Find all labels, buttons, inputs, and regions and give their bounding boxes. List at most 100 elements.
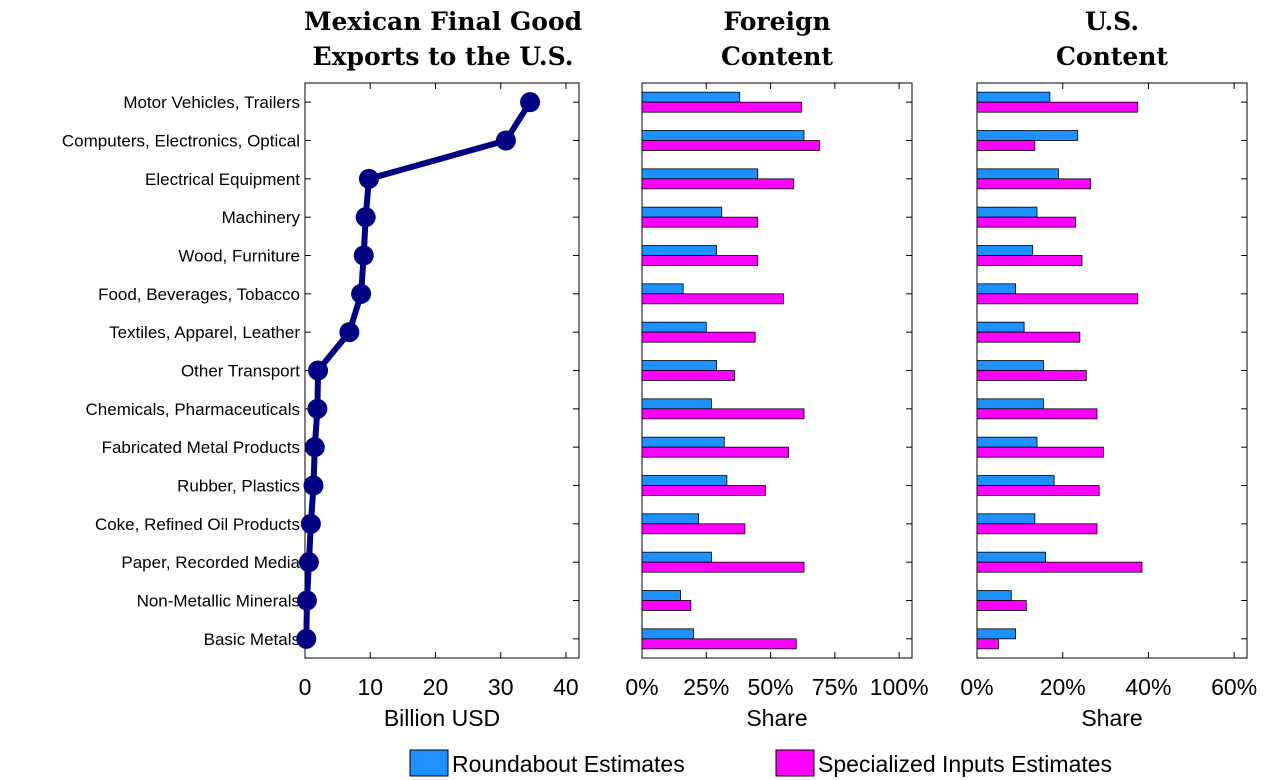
roundabout-bar [641,513,699,525]
specialized-bar [641,485,766,496]
x-tick-label: 30 [488,674,514,700]
roundabout-bar [641,91,741,103]
category-label: Fabricated Metal Products [102,438,300,457]
x-tick-label: 0% [625,674,658,700]
category-label: Electrical Equipment [145,170,300,189]
specialized-bar [641,178,795,190]
chart-title-line: Content [1056,42,1168,71]
specialized-bar [641,408,805,420]
specialized-bar [641,446,789,458]
roundabout-bar [641,628,694,640]
x-tick-label: 40% [1125,674,1171,700]
plot-frame-0 [304,82,580,659]
roundabout-bar [641,321,707,333]
x-tick-label: 0% [960,674,993,700]
specialized-bar [976,561,1143,573]
exports-point [495,130,516,151]
roundabout-bar [641,398,712,410]
exports-point [308,360,329,381]
roundabout-bar [976,283,1016,295]
exports-point [296,590,317,611]
specialized-bar [641,293,784,305]
category-label: Basic Metals [204,630,300,649]
specialized-bar [976,293,1139,305]
roundabout-bar [641,168,759,180]
specialized-bar [976,216,1076,228]
specialized-bar [641,216,759,228]
specialized-bar [641,101,802,113]
exports-point [355,207,376,228]
x-tick-label: 0 [299,674,312,700]
specialized-bar [641,561,805,573]
x-axis-label: Share [1081,705,1142,731]
x-tick-label: 60% [1211,674,1257,700]
category-label: Coke, Refined Oil Products [95,515,300,534]
roundabout-bar [976,168,1059,180]
specialized-bar [641,140,820,151]
exports-point [300,513,321,534]
exports-line [303,100,533,639]
category-label: Chemicals, Pharmaceuticals [86,400,300,419]
category-label: Machinery [222,208,301,227]
legend-label-specialized: Specialized Inputs Estimates [818,751,1112,777]
roundabout-bar [976,513,1036,525]
chart-title-line: U.S. [1085,7,1139,36]
specialized-bar [976,408,1098,420]
specialized-bar [641,600,692,611]
category-label: Wood, Furniture [178,247,300,266]
roundabout-bar [641,436,725,448]
roundabout-bar [976,206,1038,218]
x-tick-label: 50% [748,674,794,700]
roundabout-bar [976,590,1012,601]
chart-title-line: Exports to the U.S. [313,42,574,71]
roundabout-bar [641,283,684,295]
roundabout-bar [976,475,1055,486]
specialized-bar [641,523,746,535]
legend-label-roundabout: Roundabout Estimates [452,751,685,777]
exports-point [303,475,324,496]
exports-point [304,437,325,458]
x-axis-label: Billion USD [384,705,500,731]
exports-point [339,322,360,343]
specialized-bar [976,255,1083,266]
roundabout-bar [641,590,681,601]
specialized-bar [976,485,1100,496]
category-label: Food, Beverages, Tobacco [98,285,300,304]
chart-title-line: Foreign [723,7,830,36]
specialized-bar [641,370,735,381]
category-label: Textiles, Apparel, Leather [109,323,300,342]
specialized-bar [976,638,999,650]
exports-point [520,92,541,113]
category-label: Computers, Electronics, Optical [62,132,300,151]
x-tick-label: 100% [870,674,929,700]
roundabout-bar [641,245,717,256]
exports-point [298,552,319,573]
roundabout-bar [976,628,1016,640]
roundabout-bar [641,206,723,218]
specialized-bar [976,101,1139,113]
roundabout-bar [976,91,1051,103]
category-label: Non-Metallic Minerals [137,592,300,611]
category-label: Other Transport [181,362,300,381]
x-tick-label: 75% [812,674,858,700]
x-tick-label: 20 [423,674,449,700]
x-tick-label: 10 [357,674,383,700]
roundabout-bar [641,475,728,486]
roundabout-bar [641,130,805,141]
exports-point [358,168,379,189]
roundabout-bar [641,551,712,563]
category-label: Rubber, Plastics [177,477,300,496]
roundabout-bar [976,245,1034,256]
roundabout-bar [976,551,1046,563]
specialized-bar [641,331,756,343]
specialized-bar [976,370,1087,381]
specialized-bar [641,638,797,650]
exports-point [296,628,317,649]
x-tick-label: 20% [1040,674,1086,700]
specialized-bar [976,446,1104,458]
roundabout-bar [976,398,1044,410]
specialized-bar [976,523,1098,535]
roundabout-bar [641,360,717,371]
roundabout-bar [976,321,1025,333]
